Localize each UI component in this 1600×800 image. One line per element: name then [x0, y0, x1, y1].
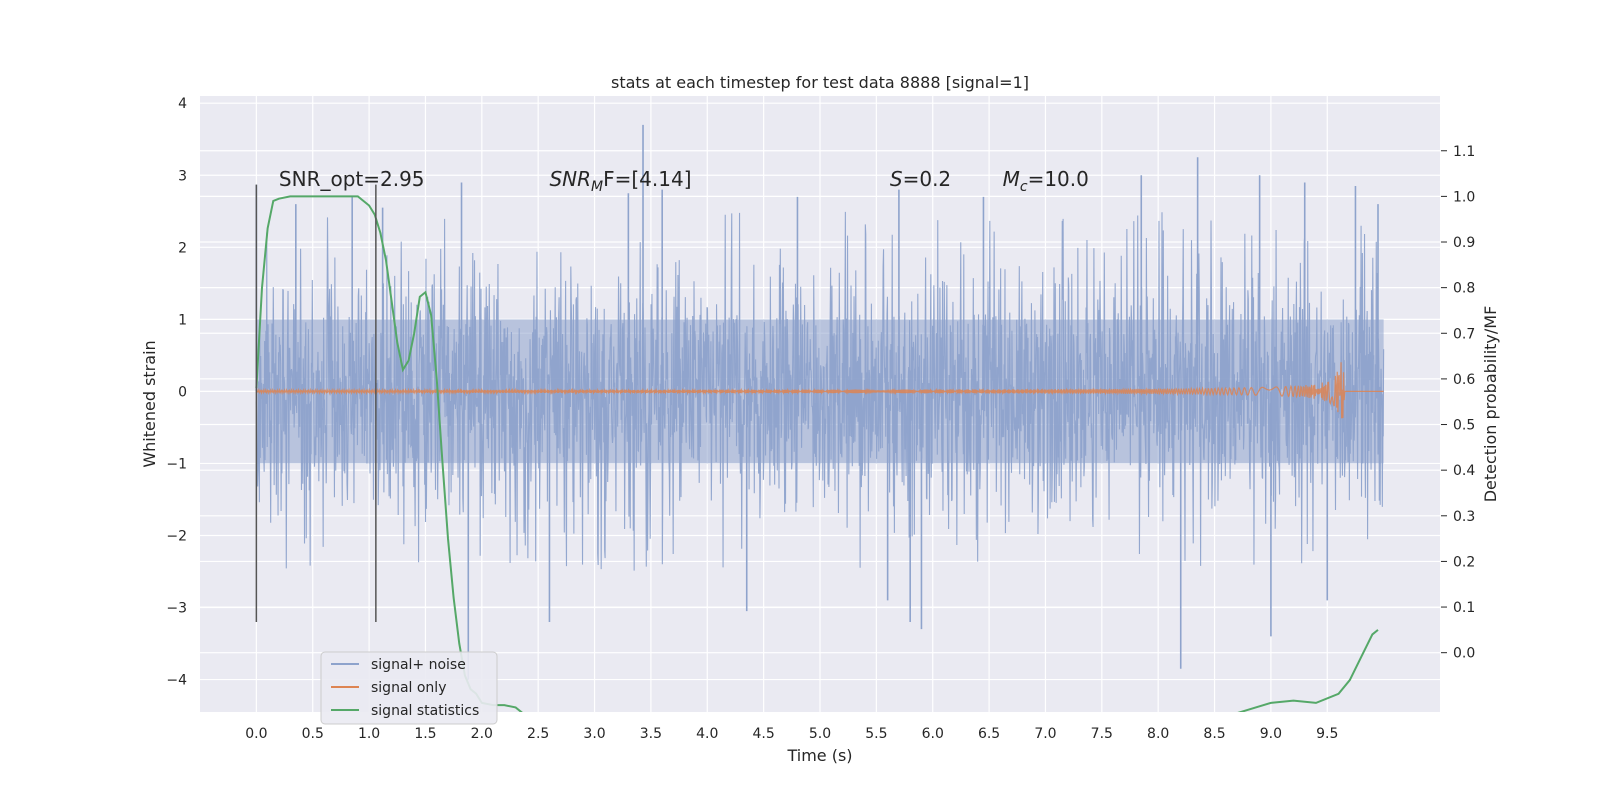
legend-label: signal+ noise [371, 657, 466, 673]
x-axis-label: Time (s) [786, 746, 852, 765]
y-tick-label: −4 [166, 673, 187, 689]
vertical-markers [255, 184, 377, 622]
x-tick-label: 7.5 [1091, 726, 1113, 742]
y-tick-label: −1 [166, 456, 187, 472]
series-signal-only-line [255, 362, 1384, 419]
y-tick-label: −2 [166, 528, 187, 544]
annotation-s: S=0.2 [890, 167, 951, 191]
y-axis-label: Whitened strain [140, 340, 159, 467]
y-tick-labels: 4 3 2 1 0 −1 −2 −3 −4 [166, 96, 187, 688]
annotation-snr-mf: SNRMF=[4.14] [549, 167, 691, 195]
x-tick-label: 9.0 [1260, 726, 1282, 742]
x-tick-label: 2.5 [527, 726, 549, 742]
x-tick-label: 0.5 [302, 726, 324, 742]
y-tick-label: 1 [178, 312, 187, 328]
x-tick-label: 8.5 [1203, 726, 1225, 742]
y2-tick-labels: 0.0 0.1 0.2 0.3 0.4 0.5 0.6 0.7 0.8 0.9 1.0 1.1 [1441, 144, 1475, 662]
y-tick-label: 3 [178, 168, 187, 184]
y-tick-label: −3 [166, 601, 187, 617]
y2-tick-label: 0.9 [1453, 235, 1475, 251]
y2-tick-label: 0.8 [1453, 281, 1475, 297]
x-tick-label: 6.5 [978, 726, 1000, 742]
y2-tick-label: 1.1 [1453, 144, 1475, 160]
annotations: SNR_opt=2.95 SNRMF=[4.14] S=0.2 Mc=10.0 [279, 167, 1089, 195]
legend-box [320, 651, 498, 725]
y2-tick-label: 0.2 [1453, 554, 1475, 570]
series-signal-statistics-line [255, 195, 1379, 712]
legend-label: signal only [371, 680, 446, 696]
x-tick-label: 3.0 [583, 726, 605, 742]
x-tick-label: 0.0 [245, 726, 267, 742]
x-tick-label: 6.0 [922, 726, 944, 742]
y-tick-label: 0 [178, 384, 187, 400]
annotation-snr-opt: SNR_opt=2.95 [279, 167, 425, 191]
y2-tick-label: 0.4 [1453, 463, 1475, 479]
y2-tick-label: 0.0 [1453, 646, 1475, 662]
y2-tick-label: 0.6 [1453, 372, 1475, 388]
x-tick-label: 3.5 [640, 726, 662, 742]
x-tick-label: 1.0 [358, 726, 380, 742]
x-tick-label: 4.5 [753, 726, 775, 742]
series-layer [255, 124, 1385, 712]
y-tick-label: 4 [178, 96, 187, 112]
chart-title: stats at each timestep for test data 888… [611, 73, 1029, 92]
x-tick-label: 5.5 [865, 726, 887, 742]
x-tick-label: 9.5 [1316, 726, 1338, 742]
y2-tick-label: 0.3 [1453, 509, 1475, 525]
legend-label: signal statistics [371, 703, 479, 719]
legend: signal+ noise signal only signal statistic… [320, 651, 498, 725]
x-tick-labels: 0.0 0.5 1.0 1.5 2.0 2.5 3.0 3.5 4.0 4.5 5.0 5.5 6.0 6… [245, 726, 1338, 742]
y2-tick-label: 0.7 [1453, 326, 1475, 342]
y2-tick-label: 0.1 [1453, 600, 1475, 616]
y2-axis-label: Detection probability/MF [1481, 306, 1500, 503]
x-tick-label: 2.0 [471, 726, 493, 742]
x-tick-label: 4.0 [696, 726, 718, 742]
y2-tick-label: 1.0 [1453, 189, 1475, 205]
x-tick-label: 8.0 [1147, 726, 1169, 742]
x-tick-label: 7.0 [1034, 726, 1056, 742]
y-tick-label: 2 [178, 240, 187, 256]
x-tick-label: 5.0 [809, 726, 831, 742]
annotation-mc: Mc=10.0 [1003, 167, 1089, 195]
x-tick-label: 1.5 [414, 726, 436, 742]
y2-tick-label: 0.5 [1453, 418, 1475, 434]
